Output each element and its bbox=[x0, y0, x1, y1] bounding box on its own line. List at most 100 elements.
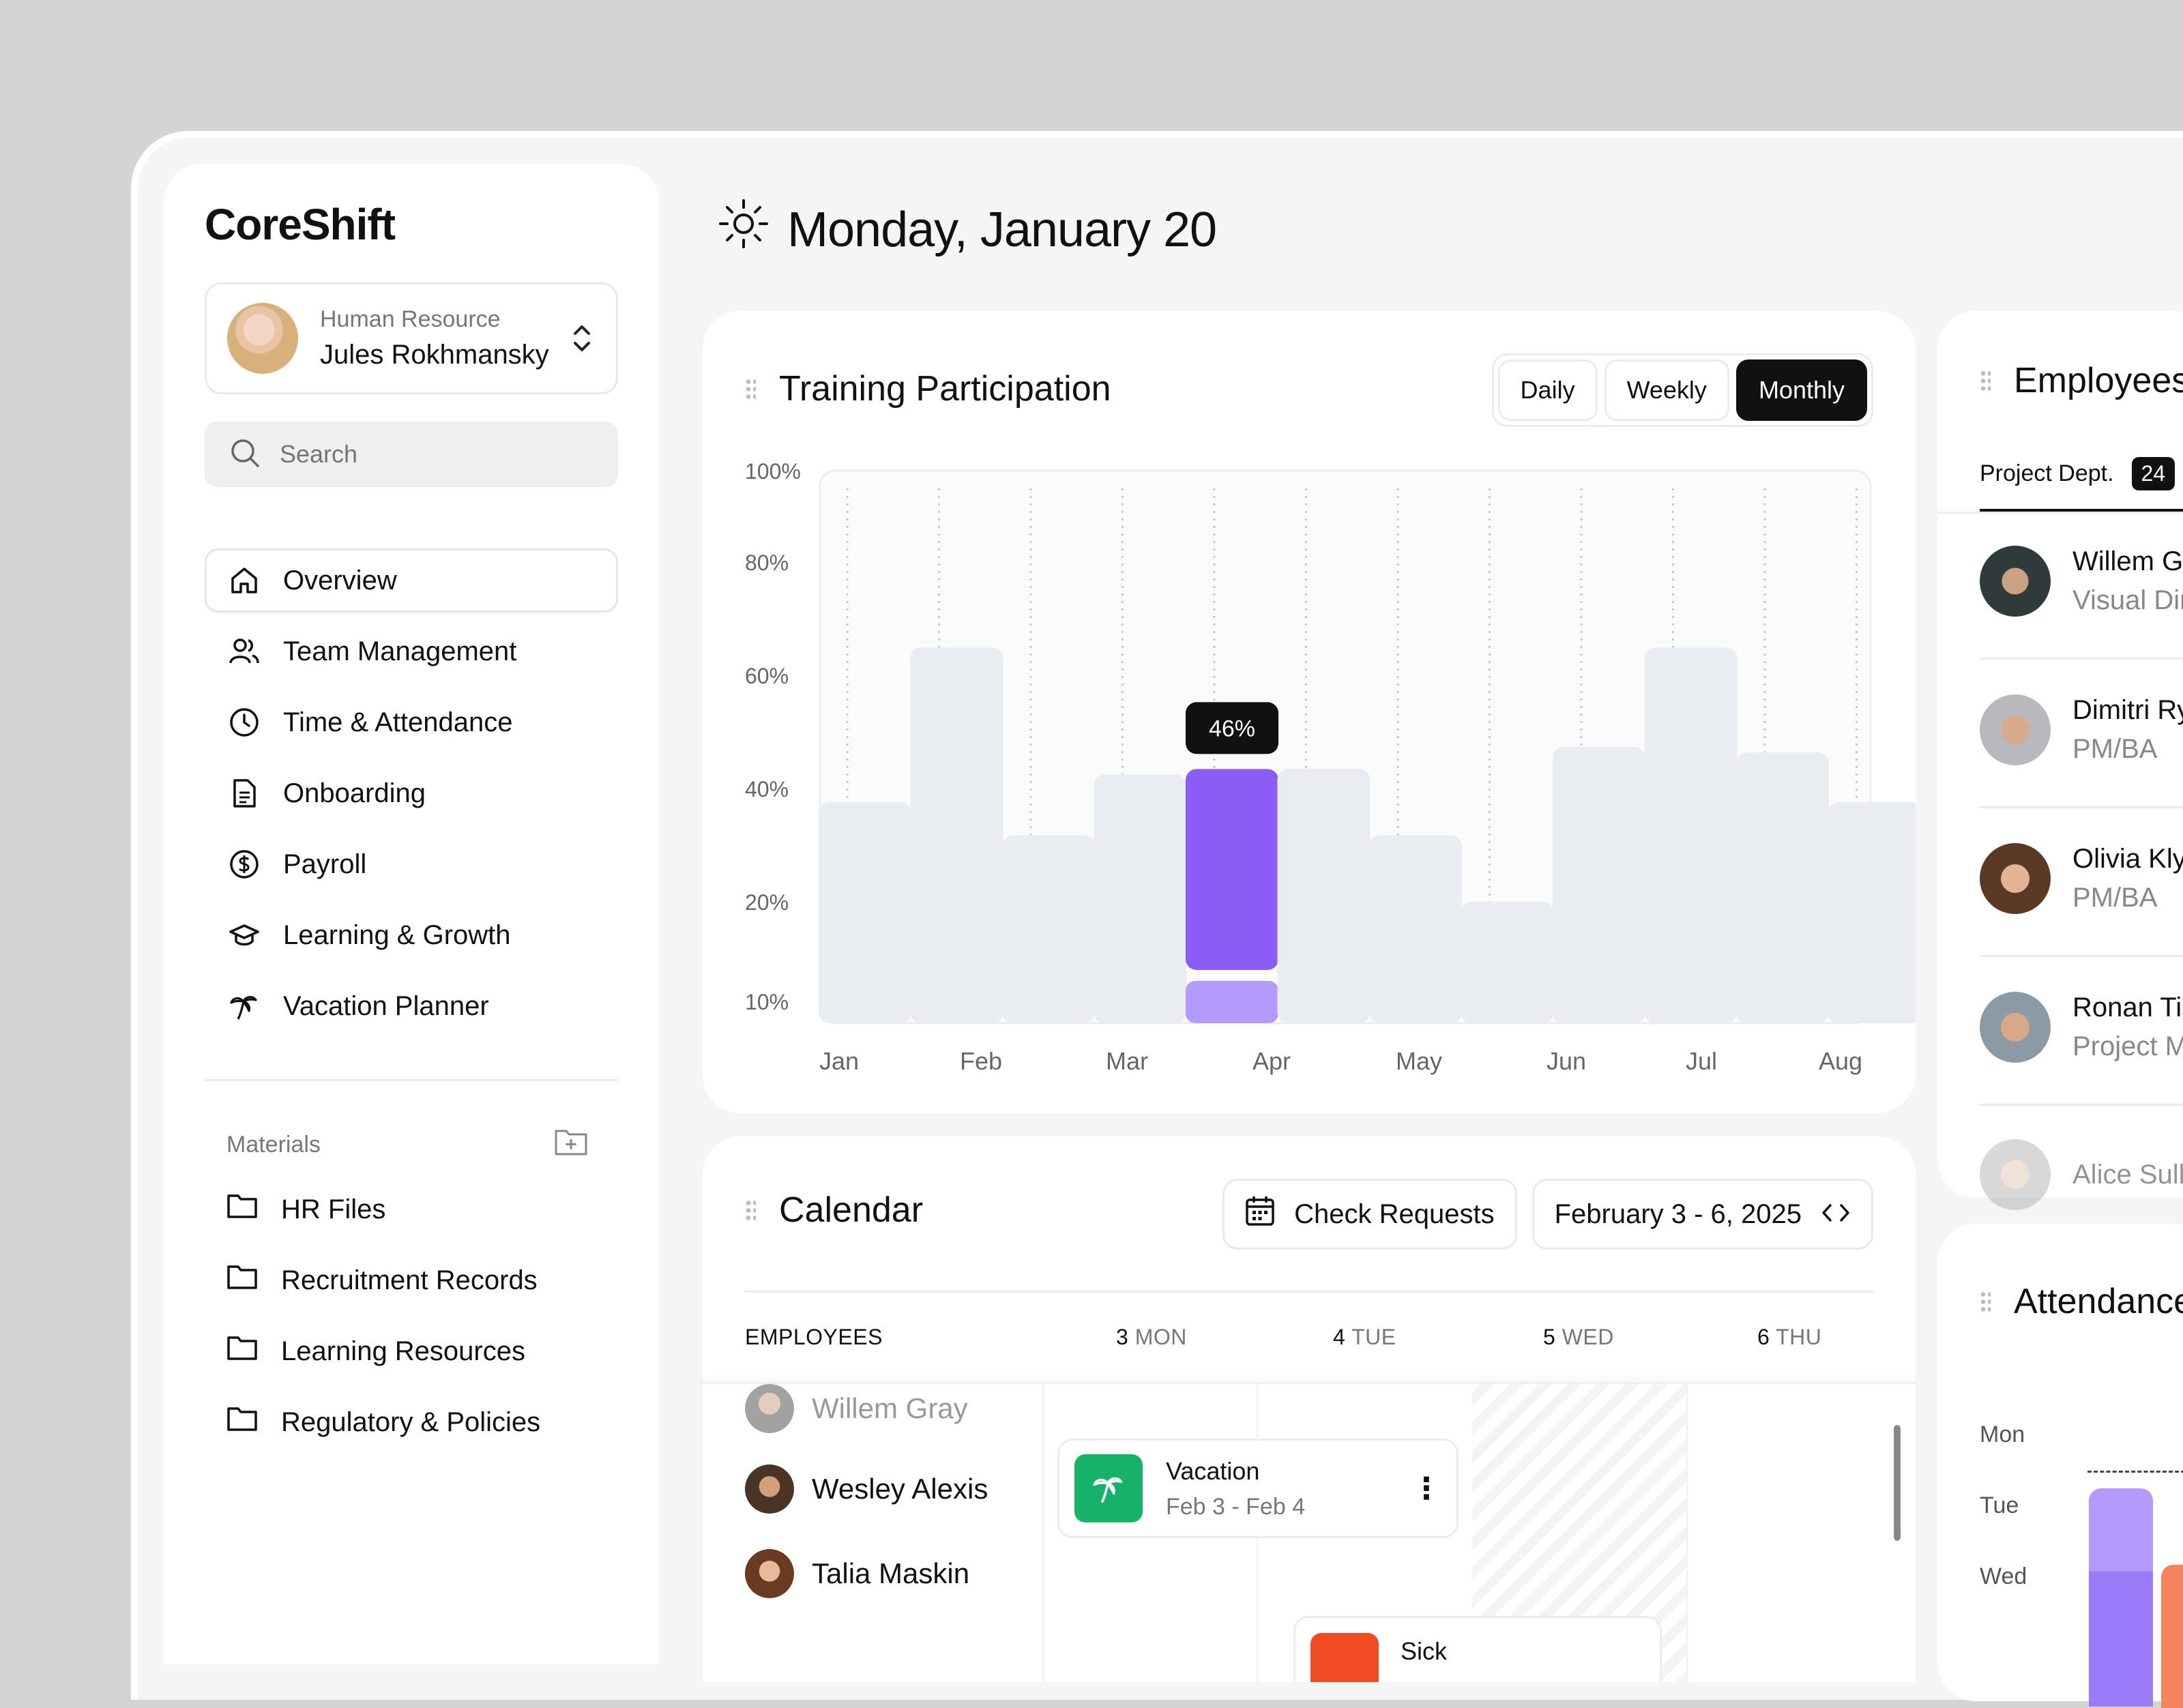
day-name: TUE bbox=[1351, 1325, 1396, 1349]
tab-label: Project Dept. bbox=[1980, 460, 2114, 486]
bar bbox=[1552, 747, 1645, 1023]
folder-learning-resources[interactable]: Learning Resources bbox=[205, 1319, 618, 1383]
employee-name: Dimitri Ry bbox=[2072, 695, 2183, 725]
day-header-mon[interactable]: 3 MON bbox=[1116, 1325, 1187, 1350]
calendar-employee-row[interactable]: Talia Maskin bbox=[745, 1549, 969, 1598]
card-header: Employees bbox=[1980, 360, 2183, 401]
sick-event[interactable]: Sick bbox=[1293, 1616, 1662, 1682]
date-range-picker[interactable]: February 3 - 6, 2025 bbox=[1532, 1179, 1873, 1250]
user-name: Jules Rokhmansky bbox=[320, 340, 549, 370]
dollar-icon bbox=[229, 849, 260, 880]
attendance-bar[interactable] bbox=[2089, 1488, 2153, 1707]
tab-active-indicator bbox=[1980, 509, 2183, 512]
clock-icon bbox=[229, 707, 260, 738]
avatar bbox=[1980, 694, 2051, 765]
period-monthly-button[interactable]: Monthly bbox=[1735, 359, 1867, 421]
avatar bbox=[227, 303, 298, 374]
day-number: 5 bbox=[1543, 1325, 1556, 1349]
period-weekly-button[interactable]: Weekly bbox=[1604, 359, 1729, 421]
tab-underline-base bbox=[1937, 512, 2183, 514]
bar bbox=[819, 802, 911, 1023]
search-icon bbox=[229, 437, 261, 472]
card-title: Attendance bbox=[2014, 1282, 2183, 1321]
folder-hr-files[interactable]: HR Files bbox=[205, 1177, 618, 1241]
nav-item-vacation-planner[interactable]: Vacation Planner bbox=[205, 974, 618, 1038]
nav-item-onboarding[interactable]: Onboarding bbox=[205, 761, 618, 825]
avatar bbox=[745, 1549, 794, 1598]
event-title: Vacation bbox=[1166, 1456, 1260, 1485]
employee-list-item[interactable]: Willem G Visual Dir bbox=[1980, 546, 2183, 617]
employee-list-item[interactable]: Alice Sull bbox=[1980, 1139, 2183, 1210]
sun-icon bbox=[718, 198, 770, 261]
employee-role: PM/BA bbox=[2072, 734, 2158, 764]
event-range: Feb 3 - Feb 4 bbox=[1166, 1493, 1306, 1520]
user-role: Human Resource bbox=[320, 306, 501, 332]
x-tick-label: Aug bbox=[1819, 1047, 1862, 1075]
drag-handle-icon[interactable] bbox=[745, 1199, 756, 1221]
nav-label: Team Management bbox=[283, 636, 517, 666]
folder-regulatory-policies[interactable]: Regulatory & Policies bbox=[205, 1390, 618, 1454]
bar bbox=[1461, 901, 1554, 1023]
chevron-up-down-icon[interactable] bbox=[568, 321, 596, 355]
training-participation-card: Training Participation Daily Weekly Mont… bbox=[703, 311, 1916, 1113]
day-label: Tue bbox=[1980, 1492, 2019, 1518]
more-options-icon[interactable]: ⋮ bbox=[1411, 1471, 1441, 1505]
folder-icon bbox=[226, 1405, 258, 1439]
employee-list-item[interactable]: Dimitri Ry PM/BA bbox=[1980, 694, 2183, 765]
bar bbox=[1094, 774, 1187, 1023]
materials-title: Materials bbox=[226, 1132, 321, 1158]
nav-item-learning-growth[interactable]: Learning & Growth bbox=[205, 903, 618, 967]
main-nav: Overview Team Management Time & Attendan… bbox=[205, 548, 618, 1045]
drag-handle-icon[interactable] bbox=[1980, 1291, 1991, 1312]
folder-label: Regulatory & Policies bbox=[281, 1407, 541, 1437]
nav-label: Learning & Growth bbox=[283, 919, 511, 950]
avatar bbox=[1980, 843, 2051, 914]
home-icon bbox=[229, 565, 260, 596]
list-divider bbox=[1980, 806, 2183, 808]
nav-item-time-attendance[interactable]: Time & Attendance bbox=[205, 690, 618, 754]
materials-list: HR Files Recruitment Records Learning Re… bbox=[205, 1177, 618, 1461]
column-divider bbox=[1042, 1384, 1044, 1682]
vacation-event[interactable]: Vacation Feb 3 - Feb 4 ⋮ bbox=[1057, 1439, 1459, 1538]
day-number: 4 bbox=[1333, 1325, 1346, 1349]
day-header-wed[interactable]: 5 WED bbox=[1543, 1325, 1614, 1350]
tooltip-label: 46% bbox=[1209, 716, 1255, 741]
palm-tree-icon bbox=[229, 990, 260, 1022]
day-name: WED bbox=[1562, 1325, 1614, 1349]
employee-name: Willem G bbox=[2072, 546, 2183, 576]
employee-list-item[interactable]: Olivia Kly PM/BA bbox=[1980, 843, 2183, 914]
prev-next-icon[interactable] bbox=[1821, 1199, 1851, 1230]
tab-project-dept[interactable]: Project Dept. 24 bbox=[1980, 457, 2175, 490]
y-tick-label: 10% bbox=[745, 990, 789, 1014]
folder-recruitment-records[interactable]: Recruitment Records bbox=[205, 1248, 618, 1312]
calendar-employee-row[interactable]: Wesley Alexis bbox=[745, 1464, 988, 1514]
user-switcher[interactable]: Human Resource Jules Rokhmansky bbox=[205, 282, 618, 394]
nav-item-overview[interactable]: Overview bbox=[205, 548, 618, 613]
day-header-tue[interactable]: 4 TUE bbox=[1333, 1325, 1396, 1350]
calendar-employee-row[interactable]: Willem Gray bbox=[745, 1384, 968, 1433]
drag-handle-icon[interactable] bbox=[1980, 370, 1991, 392]
day-name: THU bbox=[1776, 1325, 1822, 1349]
day-label: Wed bbox=[1980, 1563, 2027, 1589]
period-daily-button[interactable]: Daily bbox=[1497, 359, 1598, 421]
nav-item-payroll[interactable]: Payroll bbox=[205, 832, 618, 896]
app-logo[interactable]: CoreShift bbox=[205, 199, 396, 250]
event-title: Sick bbox=[1401, 1637, 1448, 1665]
folder-icon bbox=[226, 1334, 258, 1368]
attendance-bar[interactable] bbox=[2161, 1565, 2183, 1708]
add-folder-icon[interactable] bbox=[554, 1127, 588, 1163]
search-box[interactable] bbox=[205, 422, 618, 487]
day-header-thu[interactable]: 6 THU bbox=[1757, 1325, 1821, 1350]
employee-list-item[interactable]: Ronan Tis Project M bbox=[1980, 992, 2183, 1063]
search-input[interactable] bbox=[280, 440, 580, 469]
scrollbar[interactable] bbox=[1894, 1425, 1901, 1541]
bar bbox=[1644, 647, 1738, 1023]
sidebar: CoreShift Human Resource Jules Rokhmansk… bbox=[164, 164, 659, 1664]
employee-role: PM/BA bbox=[2072, 883, 2158, 913]
nav-item-team-management[interactable]: Team Management bbox=[205, 619, 618, 683]
app-name: CoreShift bbox=[205, 200, 396, 249]
date-range-label: February 3 - 6, 2025 bbox=[1554, 1198, 1802, 1229]
folder-icon bbox=[226, 1263, 258, 1297]
drag-handle-icon[interactable] bbox=[745, 378, 756, 400]
check-requests-button[interactable]: Check Requests bbox=[1222, 1179, 1517, 1250]
